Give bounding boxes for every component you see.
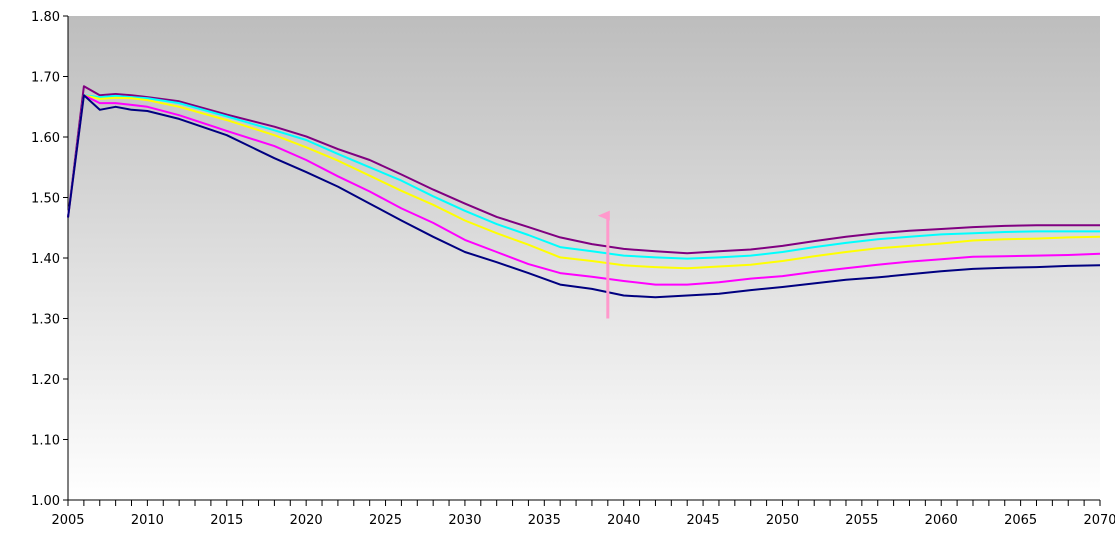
y-tick-label: 1.00 [31,494,60,509]
series-line-1 [67,85,1100,255]
y-tick-label: 1.60 [31,131,60,146]
series-line-5 [67,94,1101,299]
y-tick-label: 1.50 [31,192,60,207]
x-tick-label: 2060 [925,513,958,528]
x-tick-label: 2040 [607,513,640,528]
series-layer [67,85,1101,299]
x-tick-label: 2035 [528,513,561,528]
y-tick-label: 1.20 [31,373,60,388]
y-tick-label: 1.30 [31,313,60,328]
x-tick-label: 2020 [290,513,323,528]
x-axis-ticks: 2005 2010 2015 2020 2025 2030 2035 2040 2045 2050… [51,500,1115,528]
x-tick-label: 2025 [369,513,402,528]
y-tick-label: 1.70 [31,71,60,86]
x-tick-label: 2065 [1004,513,1037,528]
y-tick-label: 1.80 [31,10,60,25]
y-axis-ticks: 1.00 1.10 1.20 1.30 1.40 1.50 1.60 1.70 1.80 [31,10,68,509]
x-tick-label: 2015 [210,513,243,528]
x-tick-label: 2005 [51,513,84,528]
y-tick-label: 1.40 [31,252,60,267]
x-tick-label: 2055 [845,513,878,528]
plot-area [68,16,1100,500]
x-tick-label: 2070 [1083,513,1115,528]
series-line-2 [67,94,1100,260]
series-line-3 [67,94,1101,270]
x-tick-label: 2010 [131,513,164,528]
y-tick-label: 1.10 [31,434,60,449]
series-line-4 [67,94,1101,286]
x-tick-label: 2030 [448,513,481,528]
x-tick-label: 2050 [766,513,799,528]
x-tick-label: 2045 [687,513,720,528]
